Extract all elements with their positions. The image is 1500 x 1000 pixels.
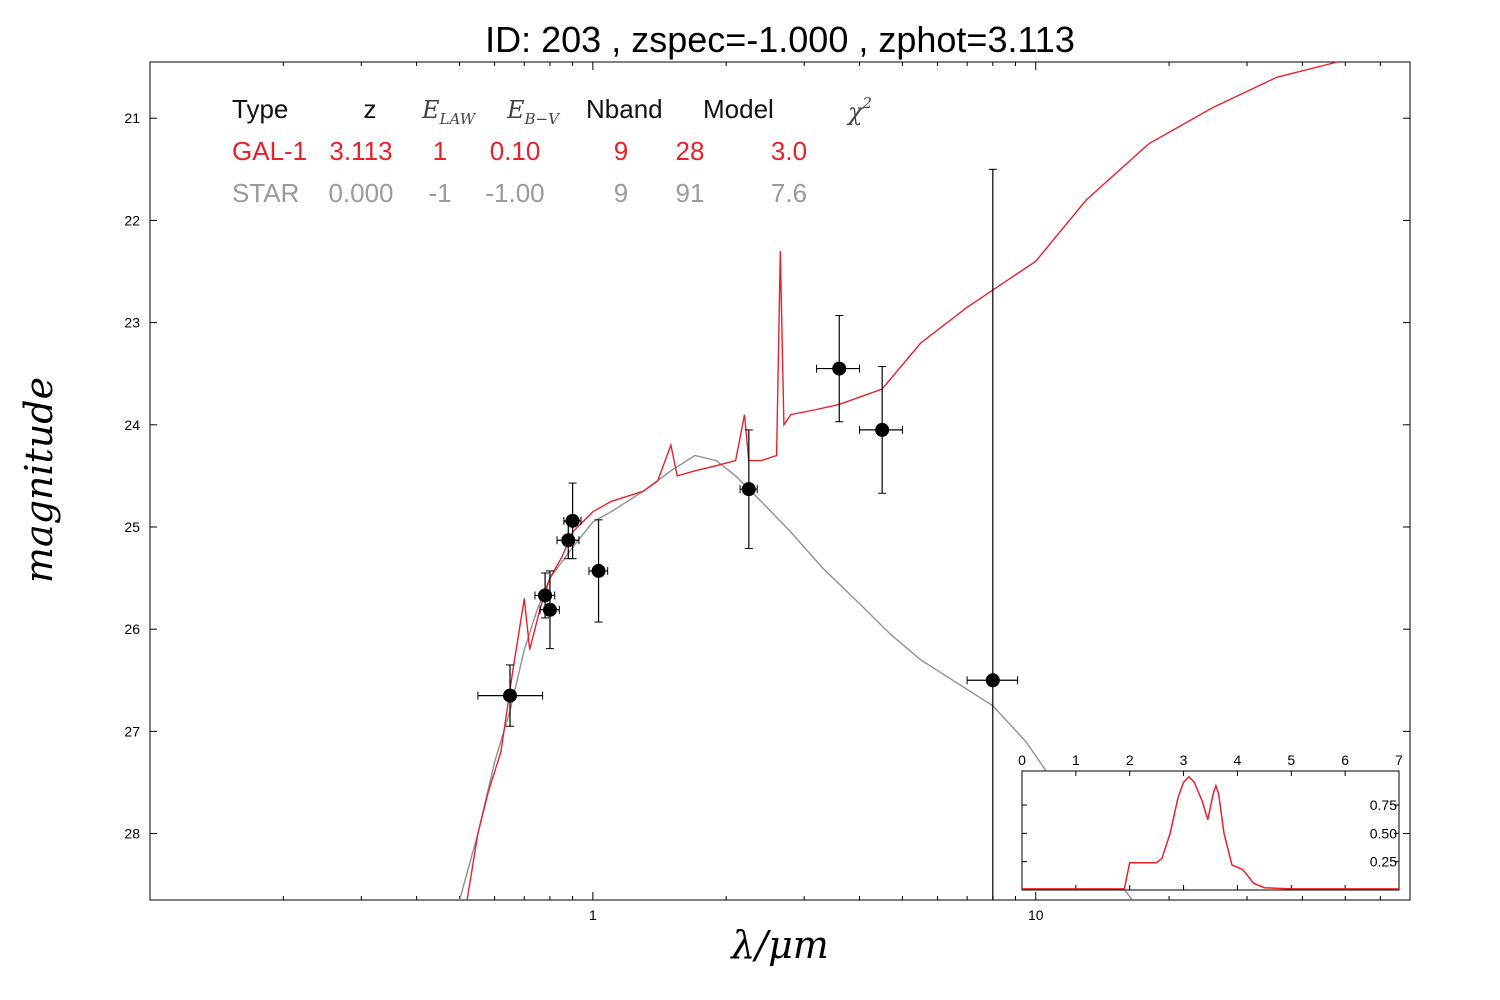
inset-y-tick-label: 0.25 bbox=[1370, 854, 1397, 870]
table-cell: GAL-1 bbox=[232, 136, 307, 166]
chart-title: ID: 203 , zspec=-1.000 , zphot=3.113 bbox=[485, 19, 1075, 60]
table-header-ebv: EB−V bbox=[506, 96, 561, 128]
table-cell: 3.0 bbox=[771, 136, 807, 166]
table-cell: -1.00 bbox=[485, 178, 544, 208]
y-tick-label: 27 bbox=[124, 723, 140, 739]
star-model-curve bbox=[458, 454, 1133, 901]
inset-frame bbox=[1021, 770, 1400, 891]
data-point bbox=[538, 588, 553, 603]
inset-x-tick-label: 2 bbox=[1126, 752, 1134, 768]
table-cell: 1 bbox=[433, 136, 447, 166]
data-point bbox=[561, 533, 576, 548]
table-cell: 0.000 bbox=[328, 178, 393, 208]
data-point bbox=[985, 673, 1000, 688]
table-cell: STAR bbox=[232, 178, 299, 208]
table-cell: 7.6 bbox=[771, 178, 807, 208]
inset-x-tick-label: 5 bbox=[1287, 752, 1295, 768]
data-point bbox=[832, 361, 847, 376]
x-axis-label: λ/μm bbox=[729, 923, 829, 967]
table-header-nband: Nband bbox=[586, 94, 663, 124]
table-cell: 28 bbox=[676, 136, 705, 166]
table-cell: 9 bbox=[614, 136, 628, 166]
plot-frame bbox=[149, 61, 1411, 901]
data-point bbox=[565, 513, 580, 528]
inset-x-tick-label: 4 bbox=[1234, 752, 1242, 768]
y-tick-label: 24 bbox=[124, 417, 140, 433]
pdz-curve bbox=[1022, 775, 1399, 890]
table-header: Type z ELAW EB−V Nband Model χ2 bbox=[232, 94, 872, 128]
y-axis-label: magnitude bbox=[17, 377, 61, 583]
photometry-points bbox=[477, 168, 1019, 900]
x-tick-label: 1 bbox=[589, 907, 597, 923]
y-tick-label: 22 bbox=[124, 212, 140, 228]
inset-x-tick-label: 1 bbox=[1072, 752, 1080, 768]
x-tick-label: 10 bbox=[1028, 907, 1044, 923]
table-cell: -1 bbox=[428, 178, 451, 208]
inset-x-tick-label: 7 bbox=[1395, 752, 1403, 768]
inset-x-tick-label: 6 bbox=[1341, 752, 1349, 768]
inset-x-tick-label: 3 bbox=[1180, 752, 1188, 768]
table-header-model: Model bbox=[703, 94, 774, 124]
data-point bbox=[591, 563, 606, 578]
table-header-elaw: ELAW bbox=[421, 96, 477, 128]
table-header-chi2: χ2 bbox=[846, 94, 872, 126]
model-curves bbox=[458, 61, 1338, 901]
y-tick-label: 28 bbox=[124, 826, 140, 842]
galaxy-model-curve bbox=[466, 61, 1338, 901]
model-table: Type z ELAW EB−V Nband Model χ2 GAL-1 3.1… bbox=[232, 94, 872, 208]
data-point bbox=[503, 688, 518, 703]
y-tick-label: 25 bbox=[124, 519, 140, 535]
table-header-type: Type bbox=[232, 94, 288, 124]
data-point bbox=[741, 482, 756, 497]
table-header-z: z bbox=[364, 94, 377, 124]
pdz-inset: 0 1 2 3 4 5 6 7 0.25 0.50 0.75 bbox=[1018, 752, 1403, 891]
inset-x-tick-label: 0 bbox=[1018, 752, 1026, 768]
y-tick-label: 21 bbox=[124, 110, 140, 126]
inset-y-tick-label: 0.75 bbox=[1370, 797, 1397, 813]
inset-y-tick-label: 0.50 bbox=[1370, 825, 1397, 841]
data-point bbox=[875, 422, 890, 437]
table-cell: 3.113 bbox=[329, 136, 392, 166]
table-cell: 9 bbox=[614, 178, 628, 208]
y-tick-label: 26 bbox=[124, 621, 140, 637]
table-cell: 91 bbox=[676, 178, 705, 208]
table-rows: GAL-1 3.113 1 0.10 9 28 3.0 STAR 0.000 -1 -1.00 9 91… bbox=[232, 136, 807, 208]
y-tick-label: 23 bbox=[124, 315, 140, 331]
table-cell: 0.10 bbox=[490, 136, 541, 166]
data-point bbox=[542, 602, 557, 617]
